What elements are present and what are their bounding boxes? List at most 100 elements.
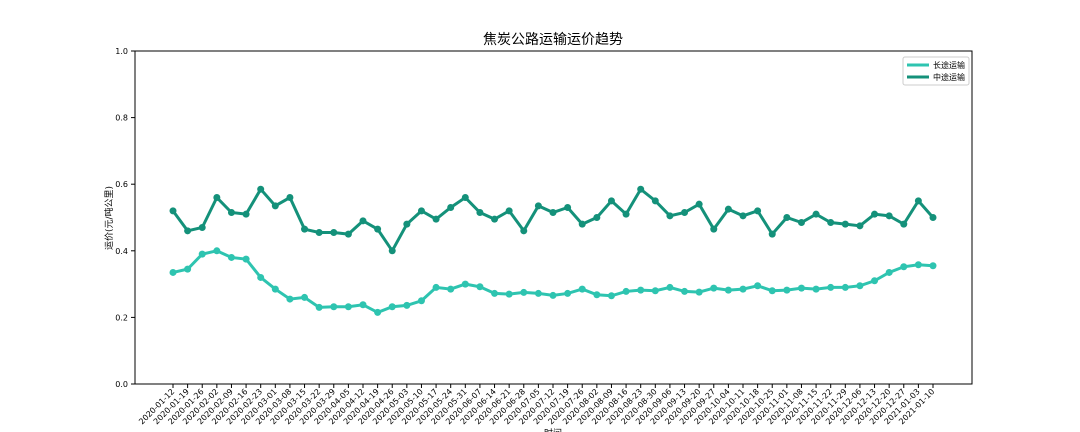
point [724, 205, 732, 213]
point [417, 207, 425, 215]
point [432, 283, 440, 291]
point [827, 283, 835, 291]
point [681, 287, 689, 295]
point [476, 283, 484, 291]
point [447, 285, 455, 293]
point [637, 286, 645, 294]
point [841, 283, 849, 291]
point [520, 227, 528, 235]
point [695, 200, 703, 208]
point [871, 277, 879, 285]
point [344, 303, 352, 311]
point [286, 295, 294, 303]
point [564, 204, 572, 212]
point [330, 228, 338, 236]
point [754, 207, 762, 215]
y-tick-label: 0.2 [115, 313, 128, 322]
point [900, 220, 908, 228]
point [257, 273, 265, 281]
point [549, 291, 557, 299]
point [564, 289, 572, 297]
point [768, 287, 776, 295]
point [681, 209, 689, 217]
point [797, 218, 805, 226]
y-tick-label: 0.4 [115, 247, 128, 256]
point [315, 228, 323, 236]
series-line [172, 249, 934, 315]
point [198, 250, 206, 258]
point [768, 230, 776, 238]
chart-title: 焦炭公路运输运价趋势 [483, 32, 623, 48]
point [447, 204, 455, 212]
point [374, 308, 382, 316]
point [856, 282, 864, 290]
point [812, 285, 820, 293]
point [242, 210, 250, 218]
point [198, 223, 206, 231]
point [227, 253, 235, 261]
point [505, 207, 513, 215]
point [812, 210, 820, 218]
point [622, 210, 630, 218]
point [520, 288, 528, 296]
point [607, 197, 615, 205]
point [622, 287, 630, 295]
point [695, 288, 703, 296]
point [227, 209, 235, 217]
point [651, 287, 659, 295]
point [169, 268, 177, 276]
point [242, 255, 250, 263]
point [505, 290, 513, 298]
point [476, 209, 484, 217]
point [491, 289, 499, 297]
point [184, 227, 192, 235]
point [651, 197, 659, 205]
point [534, 289, 542, 297]
point [841, 220, 849, 228]
point [403, 301, 411, 309]
point [900, 263, 908, 271]
point [578, 285, 586, 293]
point [388, 247, 396, 255]
point [666, 212, 674, 220]
plot-frame [134, 50, 973, 385]
point [169, 207, 177, 215]
point [929, 262, 937, 270]
point [257, 185, 265, 193]
point [359, 301, 367, 309]
point [827, 218, 835, 226]
point [417, 297, 425, 305]
point [315, 303, 323, 311]
point [301, 293, 309, 301]
point [710, 284, 718, 292]
point [301, 225, 309, 233]
point [885, 268, 893, 276]
point [797, 284, 805, 292]
point [534, 202, 542, 210]
point [344, 230, 352, 238]
point [856, 222, 864, 230]
point [213, 194, 221, 202]
point [666, 283, 674, 291]
point [710, 225, 718, 233]
point [432, 215, 440, 223]
y-tick-label: 0.8 [115, 114, 128, 123]
point [593, 214, 601, 221]
point [929, 214, 937, 221]
point [388, 303, 396, 311]
point [461, 194, 469, 202]
point [783, 286, 791, 294]
point [286, 194, 294, 202]
point [637, 185, 645, 193]
point [271, 202, 279, 210]
point [330, 303, 338, 311]
point [724, 286, 732, 294]
y-tick-label: 0.0 [115, 380, 128, 389]
point [374, 225, 382, 233]
legend-label: 中途运输 [933, 72, 965, 82]
point [184, 265, 192, 273]
point [491, 215, 499, 223]
point [578, 220, 586, 228]
point [754, 282, 762, 290]
x-axis-label: 时间 [544, 427, 562, 432]
